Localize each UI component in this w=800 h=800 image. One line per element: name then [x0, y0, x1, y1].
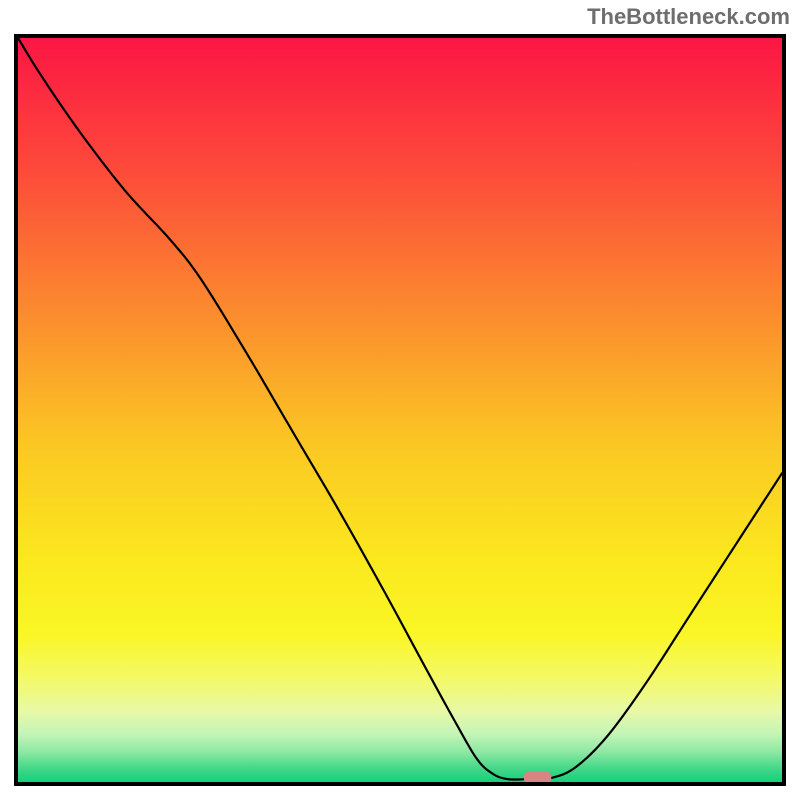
watermark-text: TheBottleneck.com	[587, 4, 790, 30]
bottleneck-curve	[18, 38, 782, 782]
plot-border	[14, 34, 786, 786]
plot-area	[18, 38, 782, 782]
chart-frame: TheBottleneck.com	[0, 0, 800, 800]
optimal-marker	[524, 772, 552, 782]
